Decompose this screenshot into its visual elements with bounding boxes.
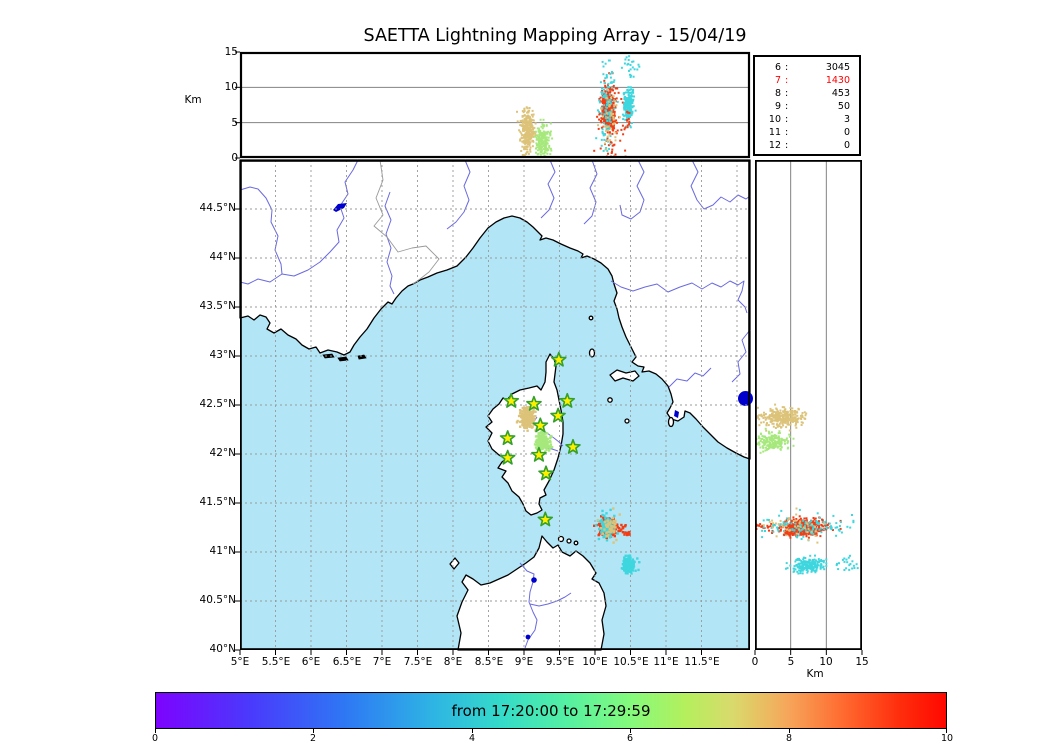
rp-xtick-10: 10 — [819, 656, 833, 668]
top-ytick-0: 0 — [231, 152, 238, 164]
lat-tick: 43.5°N — [199, 300, 236, 312]
station-star-marker — [565, 438, 581, 454]
lat-tick: 42°N — [209, 447, 236, 459]
station-star-marker — [559, 392, 576, 408]
stats-row-10: 10:3 — [768, 114, 850, 125]
lon-tick: 8°E — [443, 656, 463, 668]
lon-tick: 11.5°E — [684, 656, 720, 668]
cbar-label: 4 — [468, 733, 476, 744]
stats-row-9: 9:50 — [774, 101, 850, 112]
station-star-marker — [550, 407, 566, 423]
figure-title: SAETTA Lightning Mapping Array - 15/04/1… — [363, 26, 747, 46]
cbar-tick — [472, 729, 473, 733]
lat-tick: 41.5°N — [199, 496, 236, 508]
lat-tick: 42.5°N — [199, 398, 236, 410]
cbar-label: 6 — [626, 733, 634, 744]
cbar-tick — [313, 729, 314, 733]
lat-tick: 44.5°N — [199, 202, 236, 214]
station-star-marker — [503, 392, 520, 408]
station-star-marker — [526, 395, 542, 411]
top-ytick-5: 5 — [231, 117, 238, 129]
cbar-tick — [946, 729, 947, 733]
station-star-marker — [532, 417, 549, 433]
stats-row-7: 7:1430 — [774, 75, 850, 86]
stats-row-8: 8:453 — [774, 88, 850, 99]
time-window-label: from 17:20:00 to 17:29:59 — [451, 701, 651, 720]
cbar-tick — [630, 729, 631, 733]
lat-tick: 43°N — [209, 349, 236, 361]
station-star-marker — [499, 449, 516, 465]
altitude-latitude-panel — [754, 159, 863, 655]
station-star-marker — [538, 465, 554, 481]
station-star-marker — [531, 446, 547, 462]
altitude-longitude-panel — [235, 51, 751, 159]
lat-tick: 41°N — [209, 545, 236, 557]
lon-tick: 6°E — [301, 656, 321, 668]
altitude-axis-label: Km — [184, 94, 202, 106]
lon-tick: 5.5°E — [261, 656, 291, 668]
cbar-label: 2 — [309, 733, 317, 744]
lon-tick: 5°E — [230, 656, 250, 668]
lon-tick: 10°E — [582, 656, 608, 668]
lon-tick: 10.5°E — [613, 656, 649, 668]
rp-axis-label: Km — [806, 668, 824, 680]
lon-tick: 7.5°E — [403, 656, 433, 668]
lon-tick: 9°E — [514, 656, 534, 668]
station-star-marker — [537, 511, 554, 527]
lat-tick: 40.5°N — [199, 594, 236, 606]
top-ytick-10: 10 — [224, 81, 238, 93]
top-ytick-15: 15 — [224, 46, 238, 58]
cbar-tick — [789, 729, 790, 733]
lon-tick: 11°E — [653, 656, 679, 668]
lon-tick: 6.5°E — [332, 656, 362, 668]
lat-tick: 40°N — [209, 643, 236, 655]
map-panel — [235, 159, 753, 655]
stats-row-12: 12:0 — [768, 140, 850, 151]
source-count-box: 6:3045 7:1430 8:453 9:50 10:3 11:0 12:0 — [753, 55, 861, 156]
time-colorbar: from 17:20:00 to 17:29:59 — [155, 692, 947, 729]
stats-row-11: 11:0 — [768, 127, 850, 138]
cbar-label: 0 — [151, 733, 159, 744]
station-star-marker — [551, 351, 567, 367]
rp-xtick-0: 0 — [751, 656, 759, 668]
lon-tick: 7°E — [372, 656, 392, 668]
cbar-label: 8 — [785, 733, 793, 744]
cbar-label: 10 — [940, 733, 954, 744]
lon-tick: 8.5°E — [474, 656, 504, 668]
lon-tick: 9.5°E — [545, 656, 575, 668]
rp-xtick-15: 15 — [855, 656, 869, 668]
station-star-marker — [499, 430, 516, 446]
lat-tick: 44°N — [209, 251, 236, 263]
stats-row-6: 6:3045 — [774, 62, 850, 73]
rp-xtick-5: 5 — [787, 656, 795, 668]
cbar-tick — [155, 729, 156, 733]
